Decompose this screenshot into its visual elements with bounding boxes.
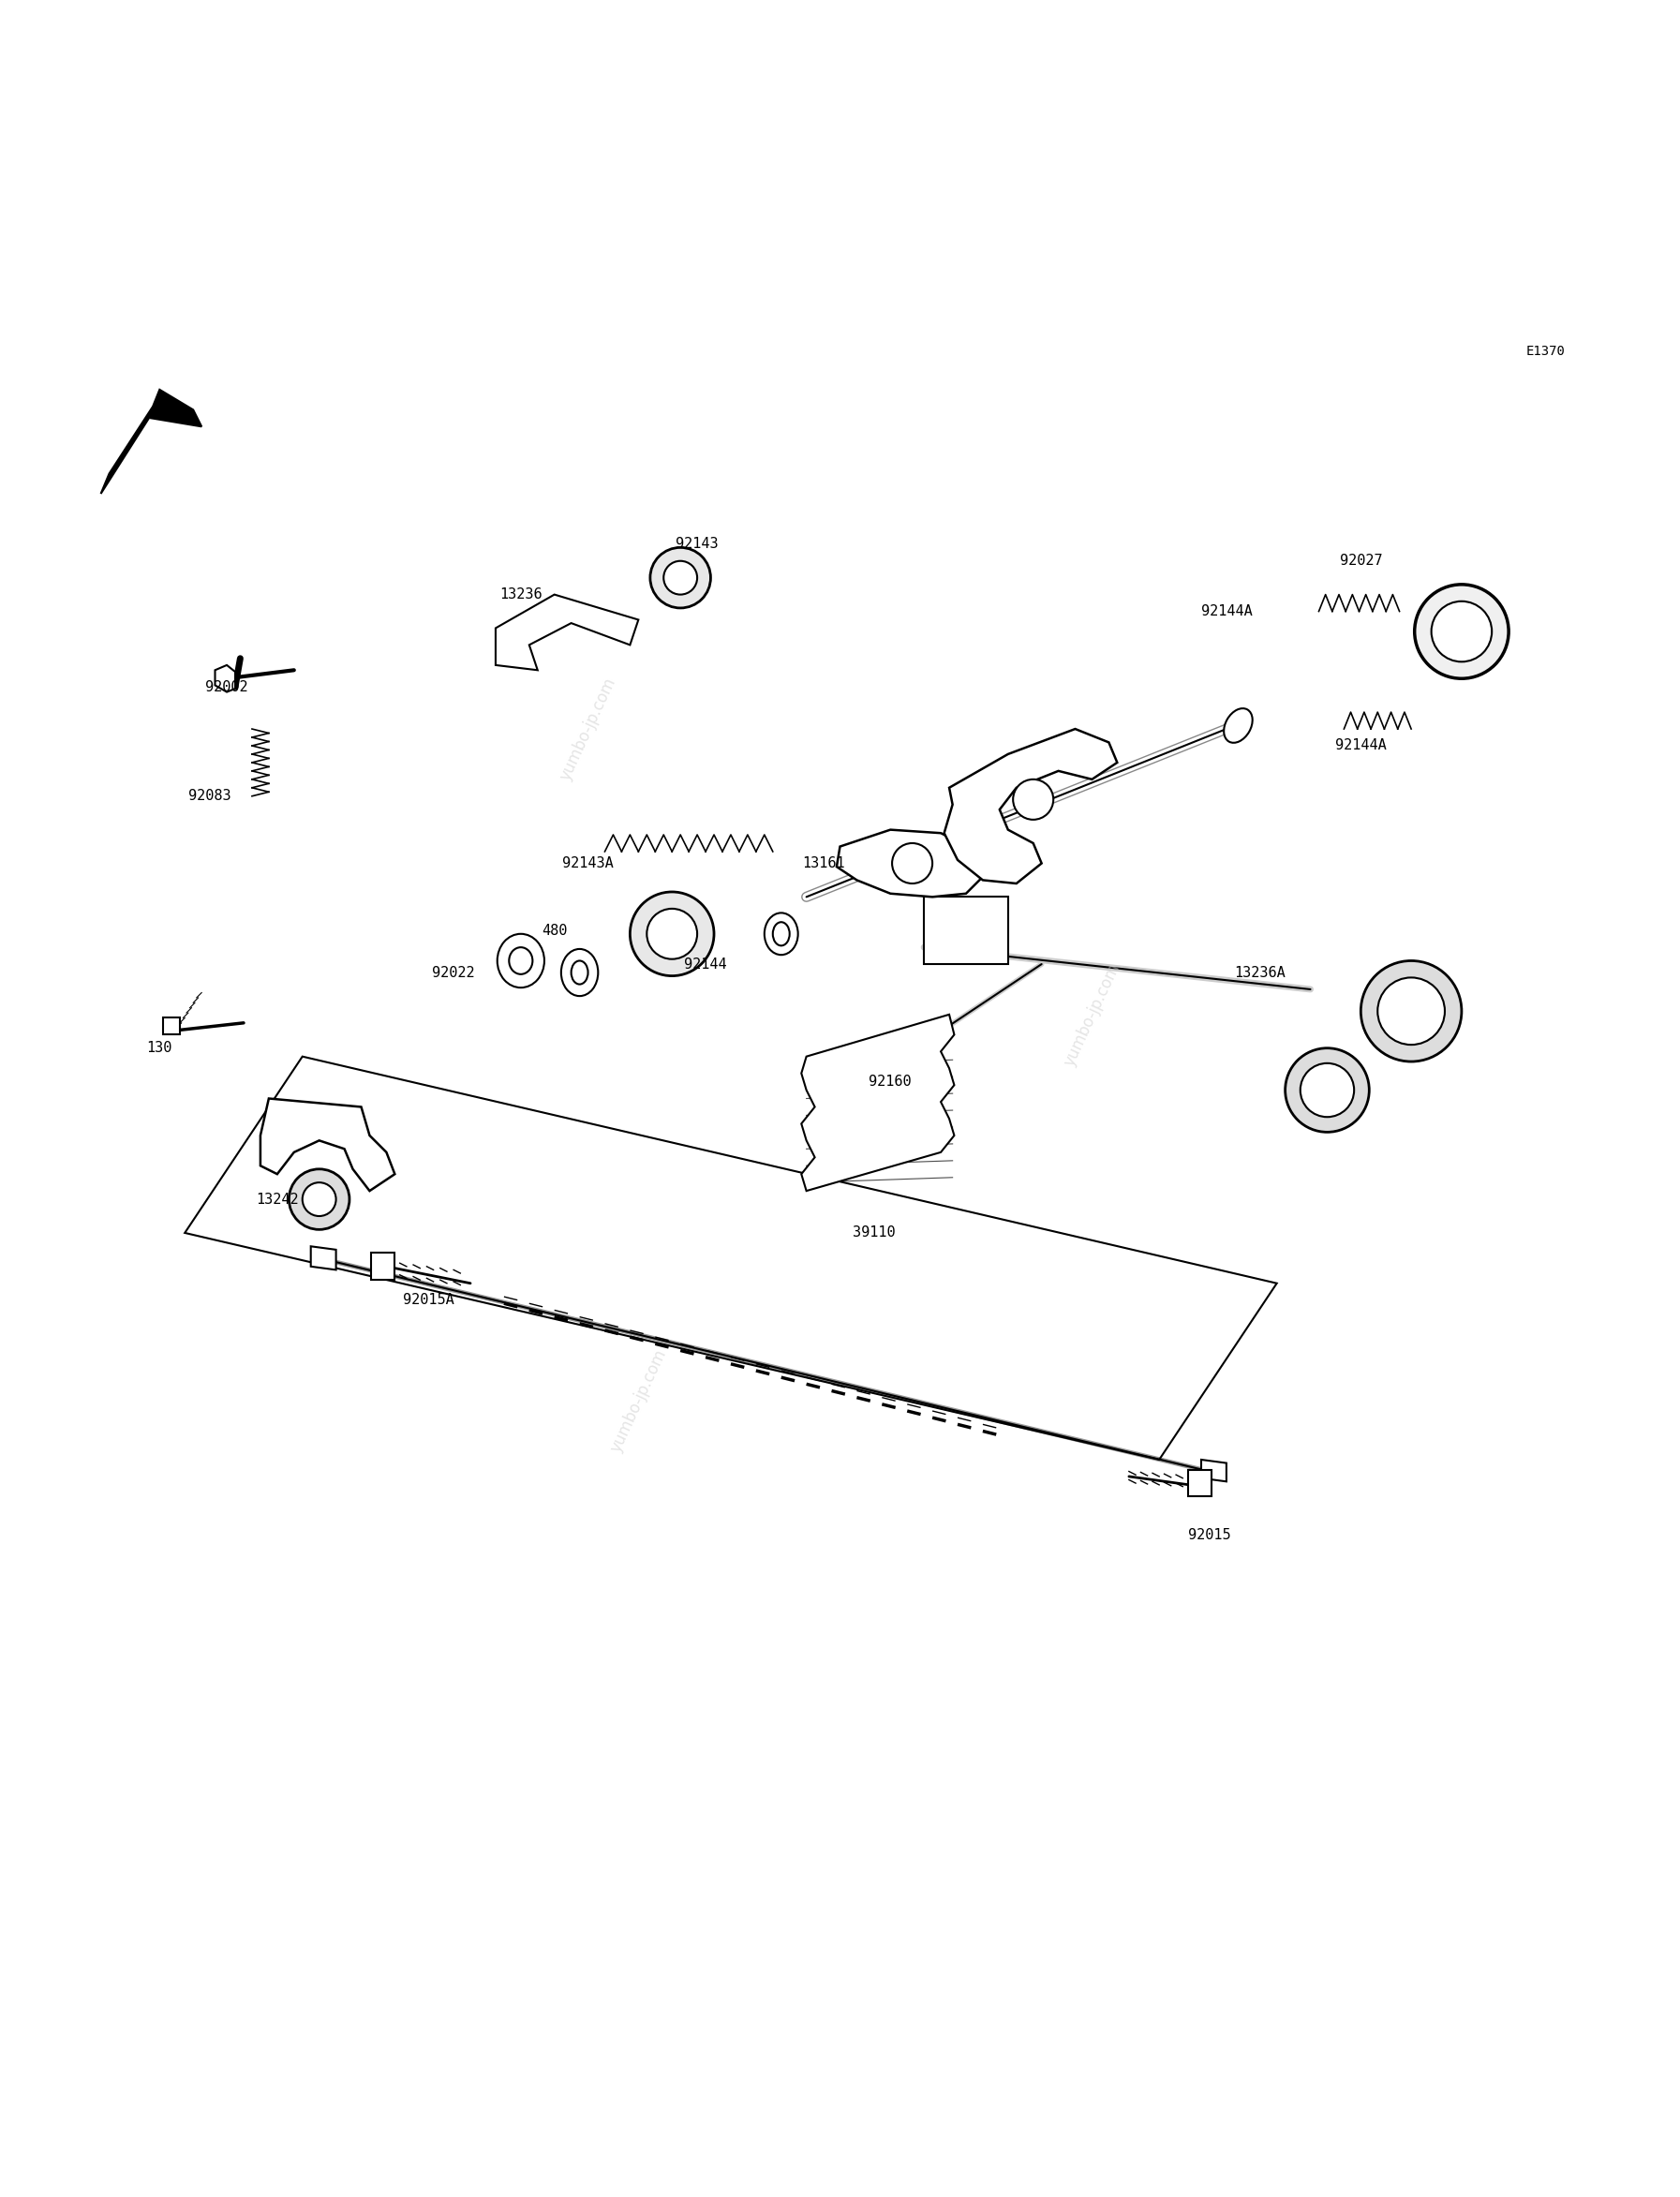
Polygon shape — [1201, 1459, 1226, 1481]
Circle shape — [664, 560, 697, 595]
Text: 13236: 13236 — [499, 587, 543, 602]
Text: 13236A: 13236A — [1235, 964, 1285, 980]
Text: 92015A: 92015A — [403, 1294, 454, 1307]
Circle shape — [630, 892, 714, 975]
Text: FRONT: FRONT — [133, 437, 163, 475]
Text: 92143: 92143 — [675, 536, 719, 551]
FancyBboxPatch shape — [924, 896, 1008, 964]
Circle shape — [1361, 960, 1462, 1061]
Text: 13242: 13242 — [255, 1193, 299, 1206]
FancyBboxPatch shape — [371, 1252, 395, 1281]
FancyBboxPatch shape — [1188, 1470, 1211, 1496]
Text: yumbo-jp.com: yumbo-jp.com — [556, 674, 620, 782]
Text: 39110: 39110 — [852, 1226, 895, 1239]
Circle shape — [1378, 978, 1445, 1046]
Circle shape — [1431, 602, 1492, 661]
Circle shape — [650, 547, 711, 609]
Ellipse shape — [1223, 707, 1253, 743]
Text: 92144: 92144 — [684, 958, 727, 971]
Polygon shape — [496, 595, 638, 670]
Polygon shape — [944, 729, 1117, 883]
Circle shape — [289, 1169, 349, 1230]
Polygon shape — [101, 389, 202, 494]
Text: 92015: 92015 — [1188, 1529, 1231, 1542]
Circle shape — [892, 844, 932, 883]
Text: 92022: 92022 — [432, 964, 475, 980]
Circle shape — [1285, 1048, 1369, 1131]
Circle shape — [1300, 1063, 1354, 1116]
Ellipse shape — [497, 934, 544, 989]
Polygon shape — [260, 1098, 395, 1191]
Text: 92143A: 92143A — [563, 857, 613, 870]
Circle shape — [1013, 780, 1053, 819]
Ellipse shape — [773, 923, 790, 945]
Text: 130: 130 — [146, 1041, 173, 1055]
Ellipse shape — [509, 947, 533, 973]
Text: 92144A: 92144A — [1336, 738, 1386, 754]
Text: 480: 480 — [541, 923, 568, 938]
Text: 92027: 92027 — [1339, 554, 1383, 569]
Text: 92144A: 92144A — [1201, 604, 1252, 617]
Text: E1370: E1370 — [1525, 345, 1566, 358]
Circle shape — [647, 910, 697, 960]
FancyBboxPatch shape — [163, 1017, 180, 1035]
Text: 13161: 13161 — [801, 857, 845, 870]
Ellipse shape — [561, 949, 598, 995]
Polygon shape — [311, 1246, 336, 1270]
Text: 92002: 92002 — [205, 679, 249, 694]
Text: 92160: 92160 — [869, 1074, 912, 1090]
Circle shape — [302, 1182, 336, 1217]
Polygon shape — [215, 666, 235, 692]
Ellipse shape — [764, 914, 798, 956]
Text: yumbo-jp.com: yumbo-jp.com — [1060, 960, 1124, 1068]
Text: 92083: 92083 — [188, 789, 232, 804]
Circle shape — [1415, 584, 1509, 679]
Polygon shape — [801, 1015, 954, 1191]
Ellipse shape — [571, 960, 588, 984]
Polygon shape — [837, 830, 983, 896]
Text: yumbo-jp.com: yumbo-jp.com — [606, 1347, 670, 1454]
